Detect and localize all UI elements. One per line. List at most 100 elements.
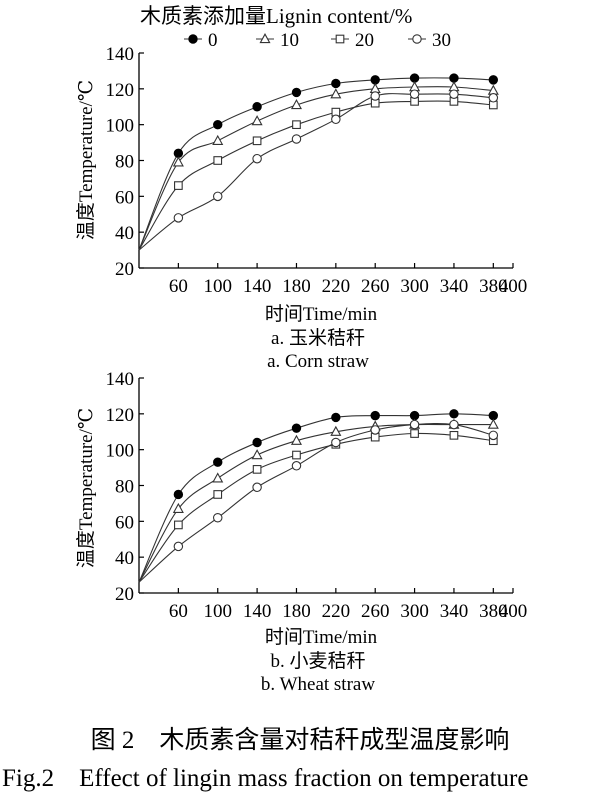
data-point-10 [251, 449, 263, 460]
legend-label: 30 [432, 30, 451, 51]
legend-item-30: 30 [408, 30, 451, 51]
legend-marker-30 [412, 34, 422, 44]
data-point-0 [291, 423, 302, 433]
x-tick-label: 100 [203, 276, 232, 297]
x-tick-label: 300 [400, 601, 429, 622]
y-tick-label: 80 [115, 477, 134, 498]
data-point-30 [173, 213, 184, 223]
subtitle-cn: b. 小麦秸秆 [270, 650, 365, 672]
series-line-20 [138, 100, 494, 251]
data-point-20 [174, 181, 183, 190]
data-point-20 [292, 450, 301, 460]
y-tick-label: 120 [106, 405, 135, 426]
data-point-0 [291, 87, 302, 98]
x-tick-label: 400 [499, 276, 528, 297]
data-point-30 [449, 89, 459, 99]
chart-panel-corn: 20 40 60 80 100 120 140 60 100 140 180 220 260 300 340… [75, 44, 527, 372]
legend-item-0: 0 [184, 30, 218, 51]
y-tick-label: 60 [115, 187, 134, 208]
series-line-0 [138, 77, 494, 251]
x-tick-label: 220 [322, 601, 351, 622]
x-tick-label: 300 [400, 276, 429, 297]
data-point-0 [213, 457, 223, 467]
x-tick-label: 260 [361, 276, 390, 297]
y-tick-label: 120 [106, 80, 135, 101]
y-tick-label: 20 [115, 259, 134, 280]
data-point-20 [252, 465, 262, 474]
data-point-10 [172, 502, 184, 513]
data-point-30 [370, 91, 380, 101]
subtitle-en: b. Wheat straw [261, 674, 375, 695]
data-point-30 [252, 482, 262, 493]
data-point-10 [330, 88, 342, 99]
data-point-0 [252, 102, 262, 112]
x-tick-label: 220 [322, 276, 351, 297]
data-point-30 [173, 541, 184, 552]
axes [138, 377, 514, 594]
data-point-10 [290, 434, 303, 445]
data-point-0 [173, 148, 184, 159]
y-tick-label: 40 [115, 223, 134, 244]
tick-labels: 20 40 60 80 100 120 140 60 100 140 180 220 260 300 340… [106, 44, 528, 297]
data-point-20 [449, 430, 459, 440]
series-line-10 [138, 423, 494, 583]
data-point-0 [213, 119, 223, 130]
y-tick-label: 100 [106, 441, 135, 462]
series-markers [172, 409, 499, 552]
series-line-20 [138, 432, 494, 583]
legend-title: 木质素添加量Lignin content/% [140, 4, 412, 28]
data-point-30 [291, 134, 302, 144]
x-tick-label: 400 [499, 601, 528, 622]
data-point-30 [252, 153, 262, 164]
legend-marker-20 [335, 34, 345, 44]
x-tick-label: 340 [440, 276, 469, 297]
data-point-30 [409, 89, 420, 99]
data-point-30 [488, 430, 499, 441]
data-point-30 [291, 461, 302, 471]
y-tick-label: 140 [106, 369, 135, 390]
legend-items: 0 10 20 30 [184, 30, 451, 51]
subtitle-en: a. Corn straw [267, 351, 369, 372]
x-tick-label: 340 [440, 601, 469, 622]
y-tick-label: 140 [106, 44, 135, 65]
x-tick-label: 60 [169, 601, 188, 622]
x-tick-label: 60 [169, 276, 188, 297]
legend: 木质素添加量Lignin content/% 0 10 20 30 [140, 4, 451, 51]
data-point-0 [331, 412, 341, 423]
data-point-0 [331, 78, 341, 89]
data-point-30 [449, 419, 459, 430]
data-point-0 [370, 410, 380, 421]
y-tick-label: 80 [115, 152, 134, 173]
legend-item-20: 20 [331, 30, 374, 51]
data-point-30 [212, 512, 223, 523]
data-point-0 [370, 75, 380, 85]
data-point-20 [410, 429, 419, 438]
series-line-10 [138, 86, 494, 251]
data-point-0 [449, 73, 459, 83]
y-tick-label: 100 [106, 116, 135, 137]
x-tick-label: 140 [243, 601, 272, 622]
x-tick-label: 180 [282, 276, 311, 297]
y-tick-label: 40 [115, 548, 134, 569]
data-point-10 [172, 156, 184, 167]
x-axis-label: 时间Time/min [265, 626, 378, 648]
data-point-20 [213, 156, 223, 165]
legend-item-10: 10 [256, 30, 299, 51]
axes [138, 52, 514, 269]
data-point-30 [488, 93, 499, 103]
tick-labels: 20 40 60 80 100 120 140 60 100 140 180 220 260 300 340… [106, 369, 528, 622]
data-point-0 [488, 410, 499, 421]
chart-panel-wheat: 20 40 60 80 100 120 140 60 100 140 180 220 260 300 340… [75, 369, 527, 695]
x-tick-label: 380 [479, 276, 508, 297]
data-point-0 [173, 489, 184, 500]
y-tick-label: 60 [115, 512, 134, 533]
data-point-20 [174, 520, 183, 530]
data-point-10 [290, 99, 303, 110]
data-point-20 [213, 490, 223, 499]
data-point-30 [409, 419, 420, 430]
data-point-10 [330, 425, 342, 436]
figure-caption-en: Fig.2 Effect of lingin mass fraction on … [2, 765, 529, 792]
data-point-10 [487, 418, 499, 429]
data-point-0 [252, 437, 262, 448]
x-tick-label: 260 [361, 601, 390, 622]
